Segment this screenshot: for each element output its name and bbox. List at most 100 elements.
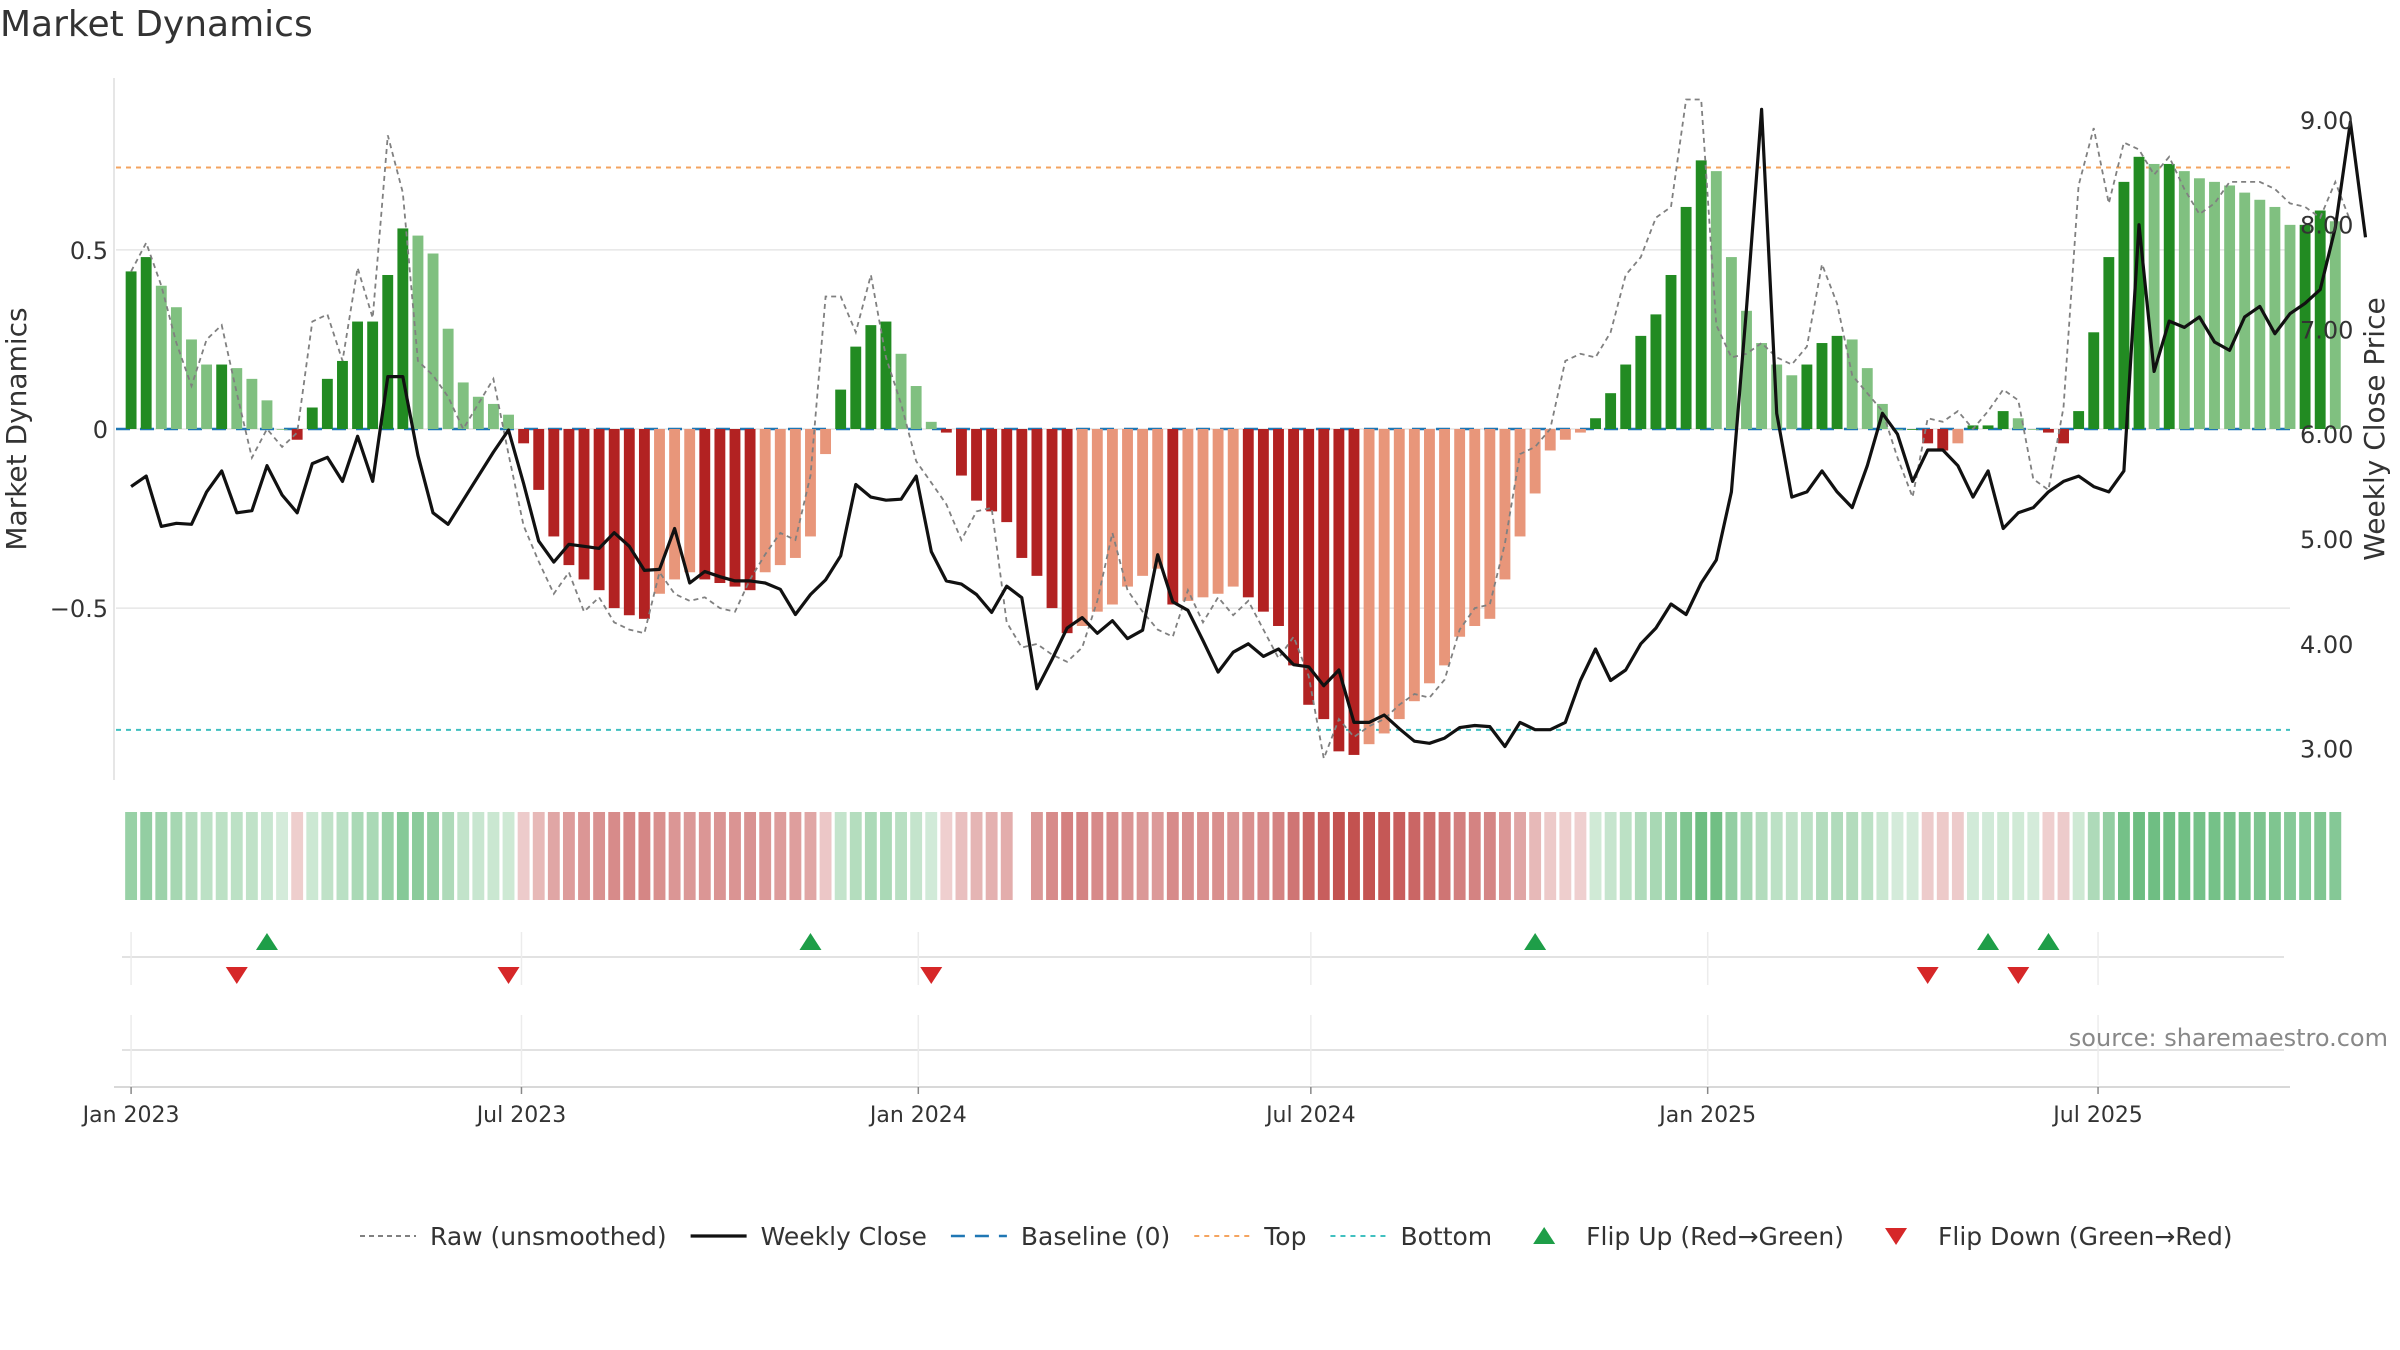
heat-cell xyxy=(412,812,424,900)
heat-cell xyxy=(381,812,394,900)
dynamics-bar xyxy=(1378,429,1390,734)
x-tick-label: Jan 2024 xyxy=(868,1103,967,1128)
heat-cell xyxy=(1680,812,1693,900)
dynamics-bar xyxy=(1197,429,1209,598)
dynamics-bar xyxy=(1031,429,1043,576)
heat-cell xyxy=(668,812,681,900)
dynamics-bar xyxy=(321,378,333,429)
dynamics-bar xyxy=(2103,257,2115,429)
dynamics-bar xyxy=(1182,429,1194,601)
heat-cell xyxy=(2027,812,2040,900)
legend-swatch-flip-down xyxy=(1885,1228,1908,1245)
dynamics-bar xyxy=(699,429,711,580)
heat-cell xyxy=(2329,812,2342,900)
heat-cell xyxy=(895,812,907,900)
x-tick-label: Jul 2023 xyxy=(475,1103,567,1128)
dynamics-bar xyxy=(910,386,922,429)
regime-heatstrip xyxy=(125,812,2342,900)
dynamics-bar xyxy=(1333,429,1345,752)
dynamics-bar xyxy=(1363,429,1375,745)
dynamics-bar xyxy=(1393,429,1405,720)
dynamics-bar xyxy=(412,235,424,429)
dynamics-bar xyxy=(397,228,409,429)
y2-tick-label: 6.00 xyxy=(2300,421,2353,449)
dynamics-bar xyxy=(2209,181,2220,429)
dynamics-bar xyxy=(306,407,318,429)
heat-cell xyxy=(1091,812,1104,900)
flip-up-marker xyxy=(1977,933,2000,950)
dynamics-bar xyxy=(2088,332,2100,429)
heat-cell xyxy=(366,812,379,900)
y2-tick-label: 5.00 xyxy=(2300,526,2353,554)
dynamics-bar xyxy=(805,429,816,537)
heat-cell xyxy=(623,812,636,900)
dynamics-bar xyxy=(865,325,877,429)
heat-cell xyxy=(1800,812,1813,900)
dynamics-bar xyxy=(1680,206,1692,429)
dynamics-bar xyxy=(1046,429,1058,609)
heat-cell xyxy=(2102,812,2115,900)
dynamics-bar xyxy=(1242,429,1254,598)
legend-item-top: Top xyxy=(1194,1222,1306,1251)
heat-cell xyxy=(1121,812,1134,900)
dynamics-bar xyxy=(835,389,847,429)
heat-cell xyxy=(729,812,741,900)
dynamics-bar xyxy=(1257,429,1269,612)
dynamics-bar xyxy=(1091,429,1103,612)
dynamics-bar xyxy=(1846,339,1858,429)
flip-panel-grid xyxy=(122,932,2284,985)
x-tick-label: Jan 2025 xyxy=(1657,1103,1756,1128)
dynamics-bar xyxy=(744,429,756,591)
dynamics-bar xyxy=(1469,429,1481,626)
heat-cell xyxy=(1438,812,1451,900)
source-note: source: sharemaestro.com xyxy=(2069,1024,2388,1052)
dynamics-bar xyxy=(231,368,243,429)
flip-down-marker xyxy=(225,967,248,984)
dynamics-bar xyxy=(1227,429,1239,587)
y-axis-title: Market Dynamics xyxy=(0,307,33,550)
legend-item-raw: Raw (unsmoothed) xyxy=(360,1222,667,1251)
y-tick-label: 0.5 xyxy=(70,237,108,265)
dynamics-bar xyxy=(578,429,590,580)
dynamics-bar xyxy=(623,429,635,616)
flip-up-marker xyxy=(799,933,822,950)
dynamics-bar xyxy=(1756,343,1768,429)
heat-cell xyxy=(2223,812,2236,900)
dynamics-bar xyxy=(1106,429,1118,605)
heat-cell xyxy=(1936,812,1949,900)
dynamics-bar xyxy=(971,429,982,501)
heat-cell xyxy=(2072,812,2085,900)
heat-cell xyxy=(759,812,772,900)
heat-cell xyxy=(1544,812,1557,900)
heat-cell xyxy=(925,812,938,900)
dynamics-bar xyxy=(1303,429,1315,705)
heat-cell xyxy=(185,812,198,900)
heat-cell xyxy=(1876,812,1889,900)
heat-cell xyxy=(1453,812,1466,900)
dynamics-bar xyxy=(2193,178,2205,429)
heat-cell xyxy=(125,812,138,900)
y2-tick-label: 9.00 xyxy=(2300,107,2353,135)
dynamics-bar xyxy=(593,429,605,591)
dynamics-bar xyxy=(2012,418,2024,429)
dynamics-bar xyxy=(261,400,273,429)
heat-cell xyxy=(1951,812,1964,900)
heat-cell xyxy=(1906,812,1919,900)
dynamics-bar xyxy=(1967,425,1979,429)
heat-cell xyxy=(804,812,817,900)
heat-cell xyxy=(1332,812,1345,900)
source-panel: source: sharemaestro.com xyxy=(122,1015,2388,1085)
dynamics-bar xyxy=(1529,429,1541,494)
dynamics-bar xyxy=(684,429,696,573)
dynamics-bar xyxy=(487,403,499,429)
dynamics-bar xyxy=(2133,156,2145,430)
heat-cell xyxy=(562,812,575,900)
dynamics-bar xyxy=(472,396,484,429)
dynamics-bar xyxy=(2118,181,2130,429)
heat-cell xyxy=(1831,812,1844,900)
heat-cell xyxy=(1559,812,1572,900)
dynamics-bar xyxy=(2178,171,2190,430)
heat-cell xyxy=(140,812,153,900)
dynamics-bar xyxy=(367,321,379,429)
dynamics-bar xyxy=(276,429,288,430)
